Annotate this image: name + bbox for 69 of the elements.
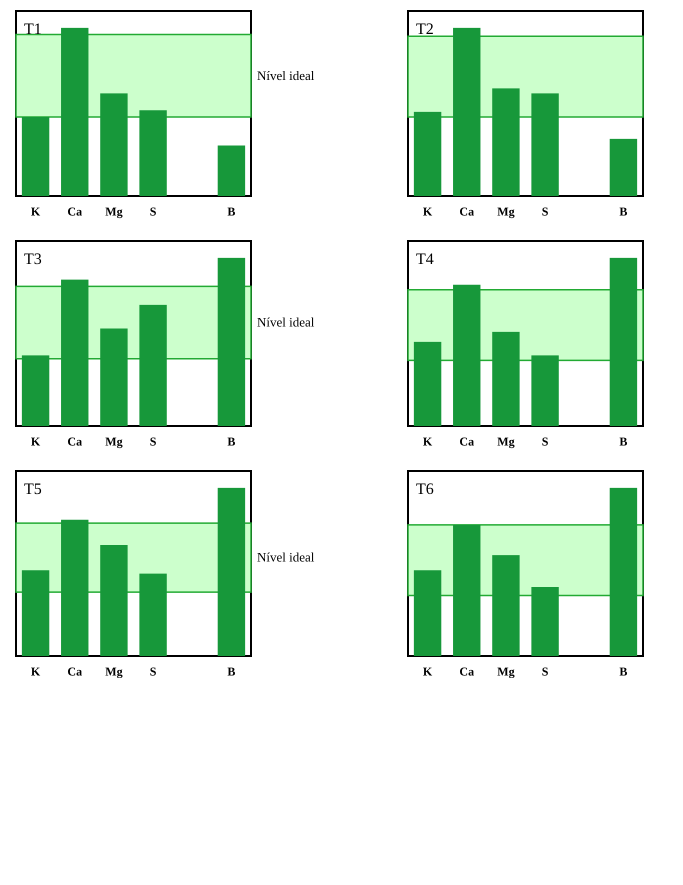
x-tick-label: K — [30, 664, 41, 678]
bar — [531, 93, 559, 196]
chart-title: T1 — [24, 21, 42, 38]
bar — [139, 574, 167, 656]
bar — [414, 570, 442, 656]
bar — [61, 520, 88, 656]
chart-title: T6 — [416, 481, 434, 498]
bar — [453, 28, 480, 196]
bar — [414, 112, 442, 196]
x-tick-label: S — [542, 434, 549, 448]
x-tick-label: K — [30, 434, 41, 448]
x-tick-label: Ca — [459, 434, 474, 448]
bar — [453, 284, 480, 426]
chart-title: T2 — [416, 21, 434, 38]
x-tick-label: S — [150, 434, 157, 448]
bar — [100, 328, 128, 426]
x-tick-label: S — [542, 664, 549, 678]
x-tick-label: S — [542, 204, 549, 218]
bar — [492, 332, 520, 426]
band-label: Nível ideal — [257, 314, 315, 330]
bar — [22, 570, 50, 656]
band-label: Nível ideal — [257, 68, 315, 83]
bar — [531, 355, 559, 426]
bar — [100, 545, 128, 656]
chart-title: T3 — [24, 251, 42, 268]
x-tick-label: Ca — [67, 204, 82, 218]
bar — [414, 342, 442, 426]
x-tick-label: Ca — [67, 664, 82, 678]
bar — [22, 116, 50, 196]
x-tick-label: B — [619, 434, 628, 448]
x-tick-label: Mg — [497, 664, 515, 678]
x-tick-label: Ca — [459, 204, 474, 218]
x-tick-label: Ca — [459, 664, 474, 678]
bar — [492, 555, 520, 656]
x-tick-label: Mg — [105, 434, 123, 448]
x-tick-label: S — [150, 204, 157, 218]
x-tick-label: Mg — [105, 664, 123, 678]
x-tick-label: K — [422, 664, 433, 678]
x-tick-label: Mg — [497, 434, 515, 448]
bar — [610, 258, 638, 426]
bar — [100, 93, 128, 196]
bar — [218, 146, 246, 196]
chart-title: T5 — [24, 481, 42, 498]
bar — [61, 280, 88, 426]
bar — [610, 488, 638, 656]
bar — [139, 304, 167, 426]
bar — [610, 138, 638, 196]
x-tick-label: B — [619, 664, 628, 678]
x-tick-label: S — [150, 664, 157, 678]
bar — [492, 88, 520, 196]
chart-title: T4 — [416, 251, 434, 268]
x-tick-label: B — [227, 664, 236, 678]
bar — [531, 587, 559, 656]
x-tick-label: Mg — [497, 204, 515, 218]
x-tick-label: K — [422, 204, 433, 218]
x-tick-label: K — [422, 434, 433, 448]
bar — [22, 355, 50, 426]
x-tick-label: B — [227, 204, 236, 218]
x-tick-label: Ca — [67, 434, 82, 448]
bar — [61, 28, 88, 196]
x-tick-label: B — [619, 204, 628, 218]
bar — [139, 110, 167, 196]
bar — [218, 258, 246, 426]
bar — [453, 524, 480, 656]
x-tick-label: Mg — [105, 204, 123, 218]
band-label: Nível ideal — [257, 550, 315, 565]
x-tick-label: K — [30, 204, 41, 218]
x-tick-label: B — [227, 434, 236, 448]
bar — [218, 488, 246, 656]
